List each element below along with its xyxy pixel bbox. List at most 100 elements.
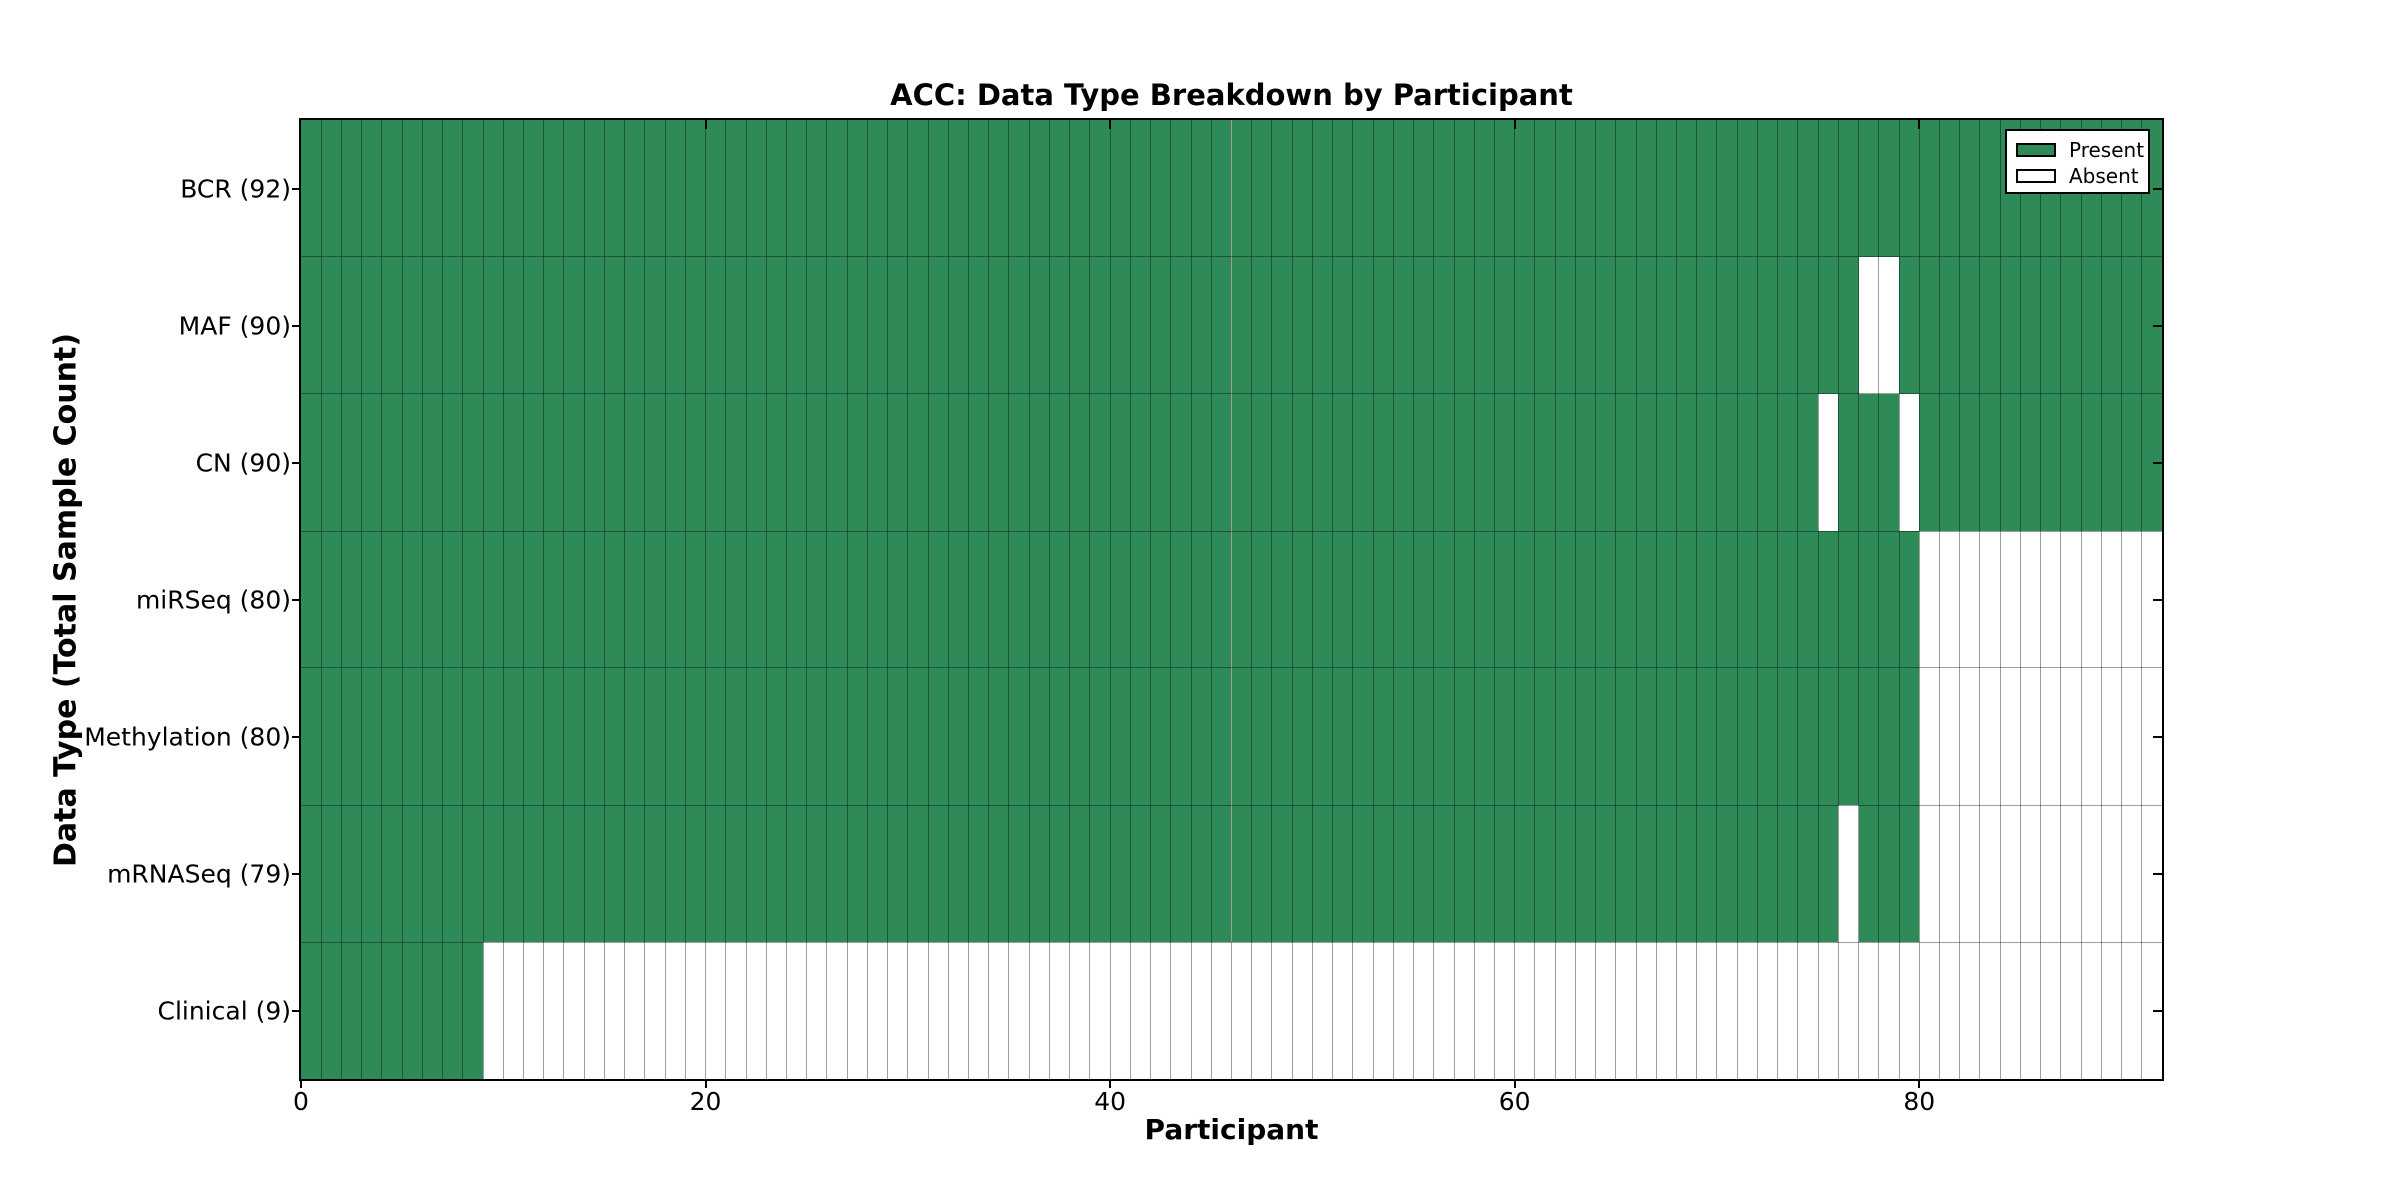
matrix-cell: [2040, 257, 2061, 394]
matrix-cell: [968, 805, 989, 942]
matrix-cell: [321, 805, 342, 942]
matrix-cell: [1575, 942, 1596, 1079]
matrix-cell: [1393, 394, 1414, 531]
matrix-cell: [1292, 394, 1313, 531]
matrix-cell: [826, 805, 848, 942]
matrix-cell: [1008, 120, 1030, 257]
matrix-cell: [1271, 668, 1293, 805]
matrix-cell: [543, 394, 564, 531]
matrix-cell: [948, 805, 969, 942]
matrix-cell: [1656, 531, 1677, 668]
matrix-cell: [503, 531, 524, 668]
matrix-cell: [584, 942, 605, 1079]
matrix-cell: [746, 394, 767, 531]
matrix-cell: [746, 257, 767, 394]
matrix-cell: [1838, 942, 1859, 1079]
matrix-cell: [1110, 668, 1131, 805]
matrix-cell: [644, 942, 666, 1079]
matrix-cell: [543, 668, 564, 805]
matrix-cell: [766, 531, 787, 668]
matrix-cell: [2040, 394, 2061, 531]
matrix-cell: [1271, 531, 1293, 668]
matrix-cell: [746, 668, 767, 805]
matrix-cell: [1737, 257, 1758, 394]
matrix-cell: [1878, 942, 1900, 1079]
matrix-cell: [1858, 805, 1879, 942]
matrix-cell: [523, 120, 544, 257]
matrix-cell: [1170, 805, 1192, 942]
matrix-cell: [301, 257, 322, 394]
matrix-cell: [1008, 805, 1030, 942]
y-tick-mark: [2153, 324, 2162, 327]
matrix-cell: [1494, 531, 1515, 668]
matrix-cell: [361, 668, 382, 805]
matrix-cell: [1211, 668, 1232, 805]
matrix-cell: [301, 531, 322, 668]
matrix-cell: [1777, 531, 1798, 668]
matrix-cell: [1818, 120, 1839, 257]
matrix-cell: [341, 257, 362, 394]
matrix-cell: [1575, 531, 1596, 668]
matrix-cell: [1494, 668, 1515, 805]
matrix-cell: [1615, 531, 1637, 668]
matrix-cell: [1696, 257, 1717, 394]
matrix-cell: [1979, 942, 2001, 1079]
matrix-cell: [1656, 394, 1677, 531]
matrix-cell: [1797, 120, 1819, 257]
matrix-cell: [1170, 668, 1192, 805]
matrix-cell: [685, 257, 706, 394]
matrix-cell: [1899, 531, 1920, 668]
matrix-cell: [422, 394, 443, 531]
matrix-cell: [1271, 394, 1293, 531]
matrix-cell: [968, 120, 989, 257]
matrix-cell: [968, 257, 989, 394]
matrix-cell: [1191, 805, 1212, 942]
x-tick-label: 60: [1498, 1087, 1531, 1116]
matrix-cell: [1737, 668, 1758, 805]
matrix-cell: [604, 942, 625, 1079]
matrix-cell: [725, 120, 746, 257]
matrix-cell: [806, 257, 827, 394]
matrix-cell: [1191, 120, 1212, 257]
matrix-cell: [1838, 120, 1859, 257]
matrix-cell: [1029, 394, 1050, 531]
matrix-cell: [341, 942, 362, 1079]
matrix-cell: [1413, 531, 1434, 668]
y-tick-mark: [292, 187, 301, 190]
matrix-cell: [1352, 942, 1374, 1079]
matrix-cell: [1818, 805, 1839, 942]
matrix-cell: [1737, 942, 1758, 1079]
y-tick-label: Clinical (9): [157, 996, 291, 1025]
matrix-cell: [483, 942, 504, 1079]
matrix-cell: [766, 805, 787, 942]
matrix-cell: [604, 257, 625, 394]
matrix-cell: [948, 531, 969, 668]
matrix-cell: [1676, 257, 1697, 394]
matrix-cell: [1575, 257, 1596, 394]
matrix-cell: [1615, 805, 1637, 942]
matrix-cell: [2040, 531, 2061, 668]
matrix-cell: [1939, 805, 1960, 942]
matrix-cell: [1959, 120, 1980, 257]
matrix-cell: [1858, 394, 1879, 531]
matrix-cell: [1858, 531, 1879, 668]
matrix-cell: [604, 531, 625, 668]
matrix-cell: [1939, 394, 1960, 531]
matrix-cell: [907, 394, 929, 531]
matrix-cell: [1757, 668, 1778, 805]
matrix-cell: [988, 942, 1009, 1079]
matrix-cell: [867, 668, 888, 805]
matrix-cell: [1352, 257, 1374, 394]
matrix-cell: [746, 120, 767, 257]
matrix-cell: [1454, 120, 1475, 257]
matrix-cell: [1069, 257, 1090, 394]
matrix-cell: [1170, 394, 1192, 531]
matrix-cell: [1069, 805, 1090, 942]
matrix-cell: [543, 120, 564, 257]
matrix-cell: [1676, 531, 1697, 668]
matrix-cell: [1636, 942, 1657, 1079]
matrix-cell: [1636, 394, 1657, 531]
matrix-cell: [1858, 257, 1879, 394]
matrix-cell: [624, 942, 645, 1079]
matrix-cell: [1312, 942, 1333, 1079]
